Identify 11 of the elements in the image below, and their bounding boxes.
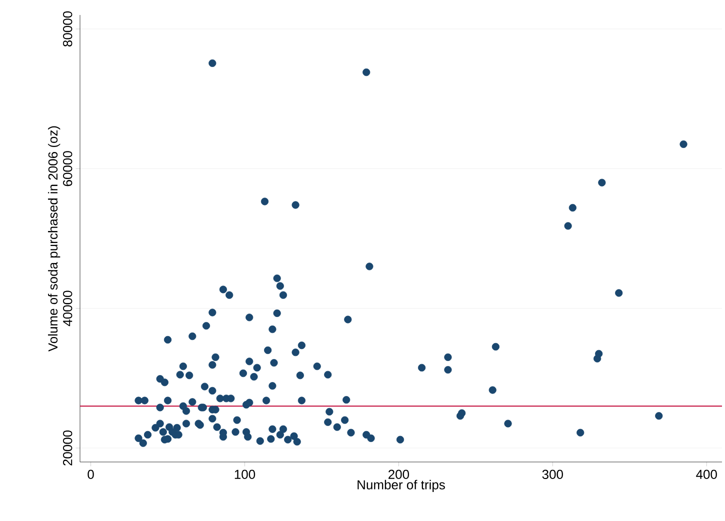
x-tick-label: 200	[388, 470, 410, 479]
x-tick-label: 100	[234, 470, 256, 479]
y-tick-label: 20000	[63, 430, 72, 466]
y-tick-label: 80000	[63, 11, 72, 46]
y-axis-title: Volume of soda purchased in 2006 (oz)	[48, 126, 60, 352]
x-tick-label: 400	[696, 470, 717, 479]
y-tick-label: 40000	[63, 290, 72, 326]
x-axis-title: Number of trips	[358, 480, 445, 492]
y-tick-label: 60000	[63, 151, 72, 186]
x-tick-label: 0	[88, 470, 94, 479]
x-tick-label: 300	[542, 470, 563, 479]
